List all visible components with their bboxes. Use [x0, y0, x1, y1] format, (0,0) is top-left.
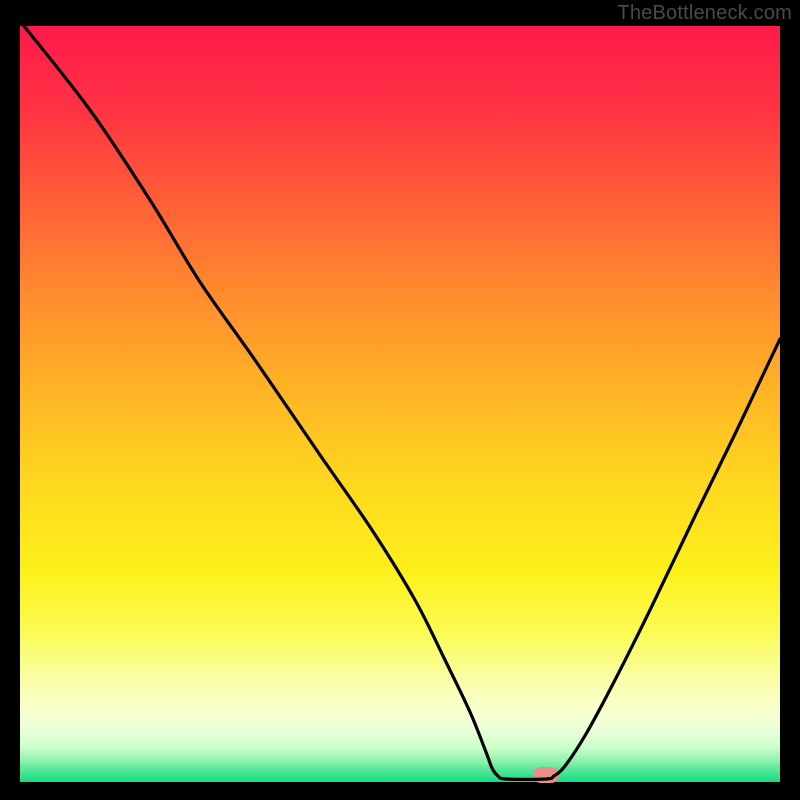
bottleneck-marker — [533, 767, 559, 783]
gradient-background — [20, 26, 780, 782]
watermark-text: TheBottleneck.com — [617, 2, 792, 25]
plot-area — [20, 26, 780, 782]
chart-stage: TheBottleneck.com — [0, 0, 800, 800]
